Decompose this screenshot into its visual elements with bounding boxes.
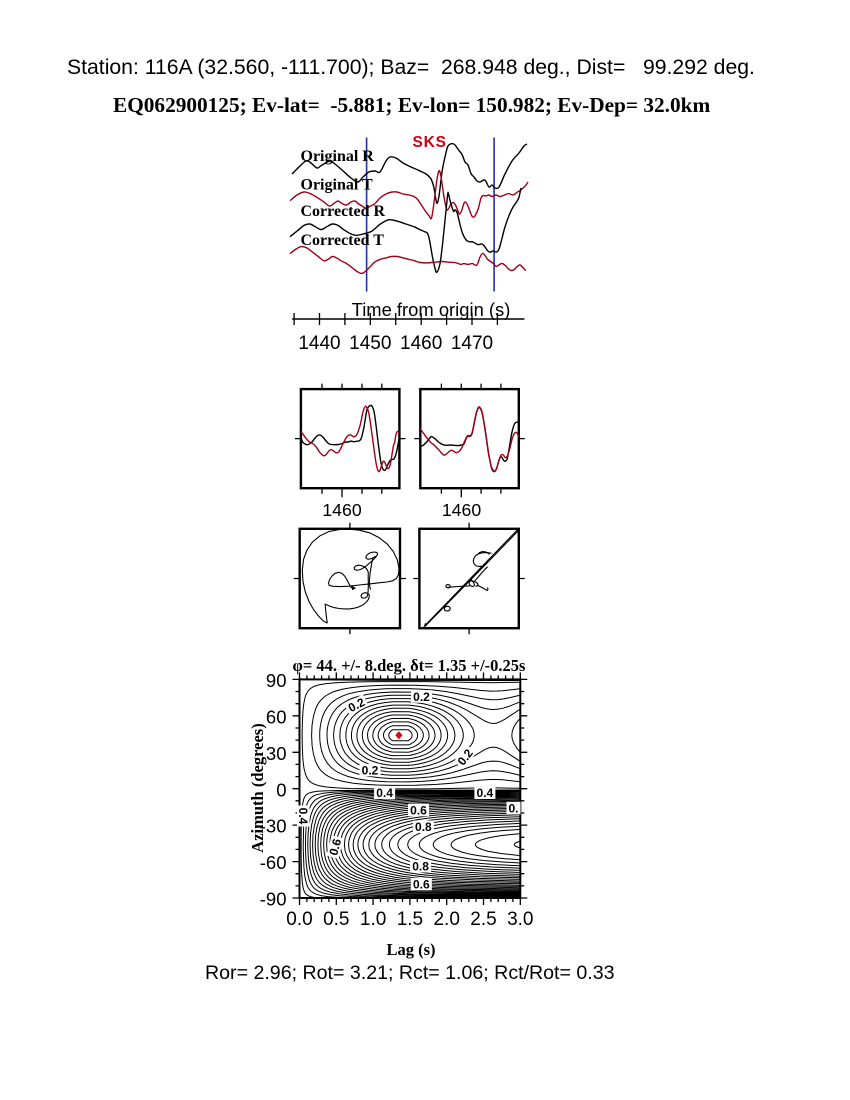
svg-text:90: 90 <box>266 670 287 691</box>
svg-text:0.4: 0.4 <box>376 786 393 800</box>
svg-text:1460: 1460 <box>442 500 482 520</box>
svg-text:0.8: 0.8 <box>412 860 429 874</box>
svg-text:Lag (s): Lag (s) <box>386 940 435 959</box>
svg-text:0.4: 0.4 <box>296 808 310 825</box>
svg-text:Original R: Original R <box>301 148 375 165</box>
svg-text:0.4: 0.4 <box>477 786 494 800</box>
svg-text:Corrected R: Corrected R <box>301 203 386 220</box>
svg-text:30: 30 <box>266 743 287 764</box>
svg-text:2.0: 2.0 <box>433 909 459 930</box>
svg-text:1440: 1440 <box>298 333 340 354</box>
svg-text:Original T: Original T <box>301 177 373 194</box>
svg-text:0.8: 0.8 <box>415 820 432 834</box>
svg-text:0.6: 0.6 <box>410 803 427 817</box>
svg-text:1.5: 1.5 <box>397 909 423 930</box>
svg-text:-60: -60 <box>260 852 287 873</box>
svg-text:0.2: 0.2 <box>362 763 379 777</box>
svg-text:0.0: 0.0 <box>286 909 312 930</box>
svg-text:1470: 1470 <box>451 333 493 354</box>
svg-text:Azimuth (degrees): Azimuth (degrees) <box>248 723 267 852</box>
svg-text:1450: 1450 <box>349 333 391 354</box>
svg-text:0: 0 <box>276 779 286 800</box>
svg-text:0.: 0. <box>508 801 518 815</box>
svg-text:0.6: 0.6 <box>413 877 430 891</box>
svg-text:0.2: 0.2 <box>346 695 368 715</box>
svg-text:EQ062900125; Ev-lat= -5.881;: EQ062900125; Ev-lat= -5.881; Ev-lon= 150… <box>113 93 710 117</box>
svg-text:Station: 116A (32.560, -111.70: Station: 116A (32.560, -111.700); Baz= 2… <box>67 56 755 79</box>
svg-text:3.0: 3.0 <box>507 909 533 930</box>
svg-text:1460: 1460 <box>400 333 442 354</box>
svg-text:-90: -90 <box>260 889 287 910</box>
svg-text:60: 60 <box>266 706 287 727</box>
svg-text:0.6: 0.6 <box>326 837 344 857</box>
svg-text:2.5: 2.5 <box>470 909 496 930</box>
svg-text:1.0: 1.0 <box>360 909 386 930</box>
svg-text:SKS: SKS <box>413 134 447 151</box>
svg-text:-30: -30 <box>260 816 287 837</box>
svg-text:1460: 1460 <box>322 500 362 520</box>
svg-text:0.5: 0.5 <box>323 909 349 930</box>
svg-text:Time from origin (s): Time from origin (s) <box>352 299 511 320</box>
svg-text:Corrected T: Corrected T <box>301 232 385 249</box>
svg-text:φ= 44. +/- 8.deg. δt= 1.35 +/-: φ= 44. +/- 8.deg. δt= 1.35 +/-0.25s <box>293 656 526 675</box>
svg-text:Ror= 2.96; Rot= 3.21; Rct= 1.0: Ror= 2.96; Rot= 3.21; Rct= 1.06; Rct/Rot… <box>205 962 615 984</box>
svg-text:0.2: 0.2 <box>413 690 430 704</box>
